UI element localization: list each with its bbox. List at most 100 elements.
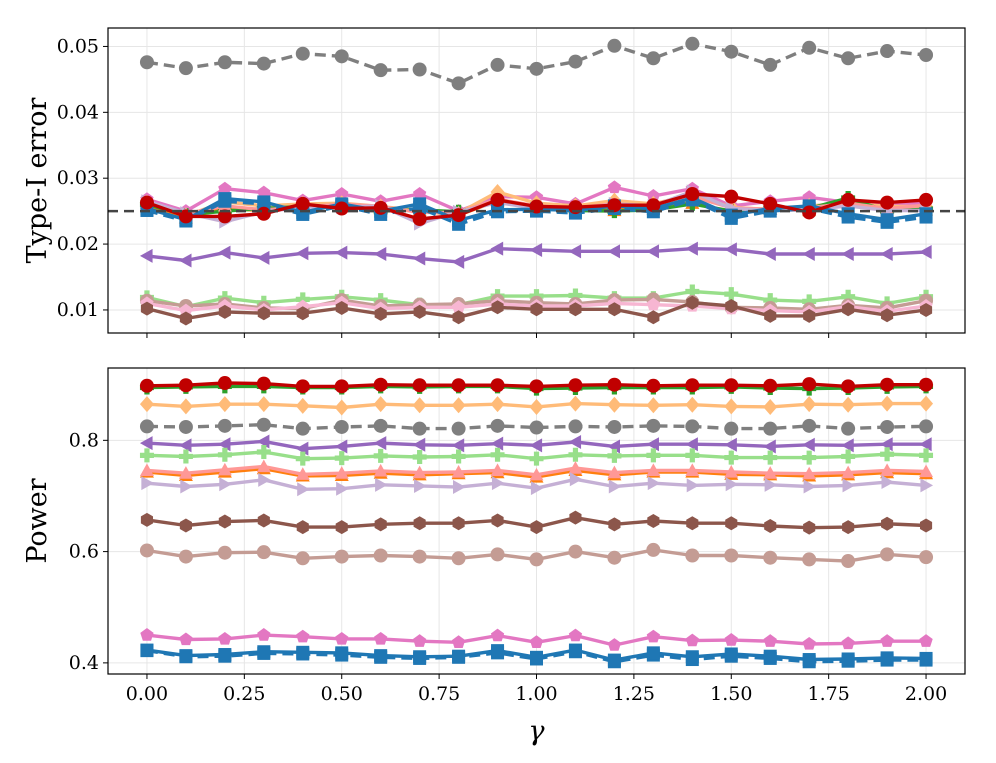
data-point-lavender: [569, 472, 583, 487]
y-tick-label: 0.03: [57, 167, 99, 189]
data-point-brown: [530, 520, 543, 535]
data-point-purple: [529, 242, 543, 257]
data-point-blue: [257, 195, 271, 209]
data-point-pink: [451, 635, 466, 648]
data-point-purple: [568, 434, 582, 449]
data-point-light-orange: [451, 397, 466, 414]
data-point-light-orange: [607, 396, 622, 413]
series-brown: [140, 295, 933, 326]
data-point-brown: [919, 302, 933, 317]
data-point-red: [373, 377, 388, 392]
data-point-lavender: [764, 477, 778, 492]
data-point-gray: [373, 418, 388, 433]
data-point-salmon: [256, 459, 271, 473]
bottom-y-axis-label: Power: [22, 478, 53, 563]
data-point-brown: [881, 308, 894, 323]
data-point-brown: [257, 513, 270, 528]
x-tick-label: 0.50: [321, 683, 363, 705]
data-point-red: [334, 379, 349, 394]
data-point-gray: [139, 55, 154, 70]
data-point-red: [412, 212, 427, 227]
series-light-orange: [139, 395, 934, 416]
data-point-brown: [140, 301, 154, 316]
data-point-purple: [412, 251, 426, 266]
data-point-gray: [529, 61, 544, 76]
data-point-salmon: [919, 464, 934, 478]
x-tick-label: 1.75: [808, 683, 850, 705]
data-point-red: [880, 377, 895, 392]
data-point-red: [841, 379, 856, 394]
data-point-lavender: [219, 477, 232, 492]
data-point-gray: [451, 76, 466, 91]
data-point-gray: [451, 421, 466, 436]
data-point-light-green: [646, 448, 661, 463]
data-point-rosy-brown: [451, 551, 466, 566]
data-point-purple: [568, 244, 582, 259]
data-point-brown: [803, 308, 816, 323]
data-point-light-green: [529, 451, 544, 466]
data-point-gray: [139, 419, 154, 434]
data-point-purple: [685, 437, 698, 452]
data-point-salmon: [646, 463, 661, 476]
data-point-light-green: [802, 294, 817, 309]
data-point-red: [334, 201, 349, 216]
data-point-light-orange: [490, 396, 505, 413]
data-point-rosy-brown: [217, 545, 232, 560]
data-point-rosy-brown: [607, 550, 622, 565]
data-point-salmon: [412, 465, 427, 479]
data-point-purple: [763, 246, 776, 261]
data-point-gray: [646, 418, 661, 433]
data-point-brown: [725, 516, 738, 531]
data-point-lavender: [452, 480, 466, 495]
data-point-light-green: [841, 289, 856, 304]
data-point-brown: [218, 304, 231, 319]
data-point-red: [841, 192, 856, 207]
data-point-brown: [569, 302, 582, 317]
data-point-pink: [880, 634, 894, 647]
data-point-pink: [257, 185, 271, 199]
data-point-rosy-brown: [685, 548, 700, 563]
data-point-gray: [919, 419, 934, 434]
x-tick-label: 1.50: [710, 683, 752, 705]
data-point-gray: [568, 54, 583, 69]
data-point-rosy-brown: [412, 549, 427, 564]
data-point-purple: [802, 246, 815, 261]
data-point-light-pink: [179, 303, 193, 317]
data-point-rosy-brown: [256, 545, 271, 560]
data-point-purple: [451, 254, 465, 269]
data-point-brown: [179, 311, 192, 326]
data-point-red: [646, 198, 661, 213]
data-point-blue: [218, 192, 232, 206]
data-point-light-orange: [646, 397, 661, 414]
data-point-lavender: [842, 478, 856, 493]
data-point-purple: [295, 246, 309, 261]
data-point-salmon: [607, 465, 622, 479]
data-point-red: [763, 378, 778, 393]
data-point-gray: [919, 48, 934, 63]
data-point-red: [529, 379, 544, 394]
x-tick-label: 2.00: [905, 683, 947, 705]
data-point-red: [451, 378, 466, 393]
data-point-pink: [412, 634, 427, 647]
data-point-blue: [880, 651, 894, 665]
data-point-pink: [374, 631, 388, 645]
data-point-salmon: [334, 466, 349, 479]
data-point-blue: [257, 645, 271, 659]
data-point-purple: [490, 241, 504, 256]
data-point-pink: [335, 631, 349, 645]
data-point-light-orange: [373, 396, 388, 413]
data-point-pink: [607, 638, 622, 651]
data-point-gray: [334, 49, 349, 64]
data-point-lavender: [141, 476, 154, 491]
series-pink: [140, 628, 933, 651]
data-point-lavender: [180, 479, 193, 494]
data-point-purple: [919, 244, 932, 259]
data-point-brown: [179, 518, 192, 533]
data-point-blue: [413, 197, 427, 211]
data-point-gray: [802, 418, 817, 433]
data-point-brown: [491, 300, 504, 315]
data-point-red: [256, 206, 271, 221]
data-point-brown: [335, 300, 348, 315]
data-point-brown: [764, 519, 777, 534]
top-y-axis-label: Type-I error: [22, 97, 53, 263]
